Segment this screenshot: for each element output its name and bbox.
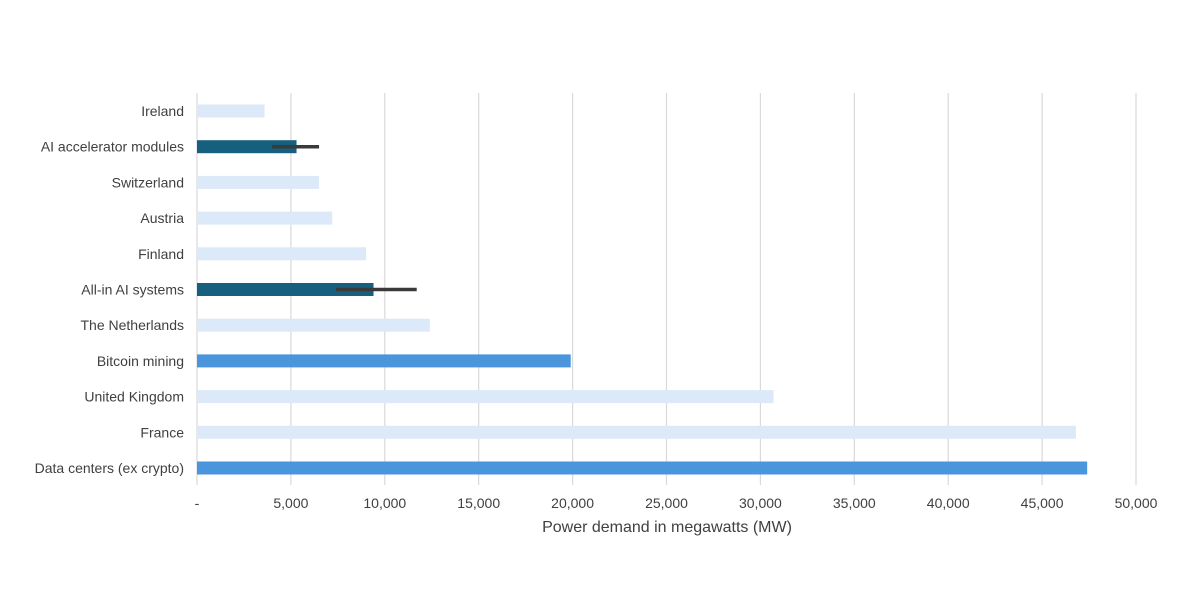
bar	[197, 175, 320, 189]
x-axis-title: Power demand in megawatts (MW)	[542, 519, 792, 536]
bar	[197, 283, 374, 296]
x-tick-label: 25,000	[645, 495, 688, 511]
bar	[197, 140, 297, 154]
bar	[197, 211, 333, 225]
category-label: Switzerland	[112, 174, 184, 190]
category-labels: Ireland AI accelerator modules Switzerland…	[35, 103, 185, 476]
category-label: Austria	[140, 210, 184, 226]
category-label: Ireland	[141, 103, 184, 119]
x-tick-labels: - 5,000 10,000 15,000 20,000 25,000 30,000 35,0…	[195, 495, 1158, 511]
x-tick-label: 45,000	[1021, 495, 1064, 511]
grid-lines	[196, 93, 1137, 485]
bar	[197, 354, 571, 368]
x-tick-label: 15,000	[457, 495, 500, 511]
category-label: All-in AI systems	[81, 282, 184, 298]
category-label: Bitcoin mining	[97, 353, 184, 369]
bar	[197, 318, 430, 332]
bar	[197, 425, 1076, 439]
bar	[197, 390, 774, 404]
bar	[197, 104, 265, 118]
x-tick-label: 10,000	[363, 495, 406, 511]
category-label: AI accelerator modules	[41, 139, 184, 155]
bar	[197, 461, 1088, 475]
x-tick-label: 5,000	[273, 495, 308, 511]
x-tick-label: 50,000	[1115, 495, 1158, 511]
x-tick-label: 20,000	[551, 495, 594, 511]
category-label: United Kingdom	[84, 389, 184, 405]
error-bars	[272, 144, 417, 292]
category-label: The Netherlands	[80, 317, 184, 333]
category-label: Finland	[138, 246, 184, 262]
bars	[197, 104, 1088, 475]
x-tick-label: 30,000	[739, 495, 782, 511]
category-label: Data centers (ex crypto)	[35, 460, 184, 476]
x-tick-label: -	[195, 495, 200, 511]
bar	[197, 247, 367, 261]
category-label: France	[140, 424, 184, 440]
x-tick-label: 40,000	[927, 495, 970, 511]
x-tick-label: 35,000	[833, 495, 876, 511]
